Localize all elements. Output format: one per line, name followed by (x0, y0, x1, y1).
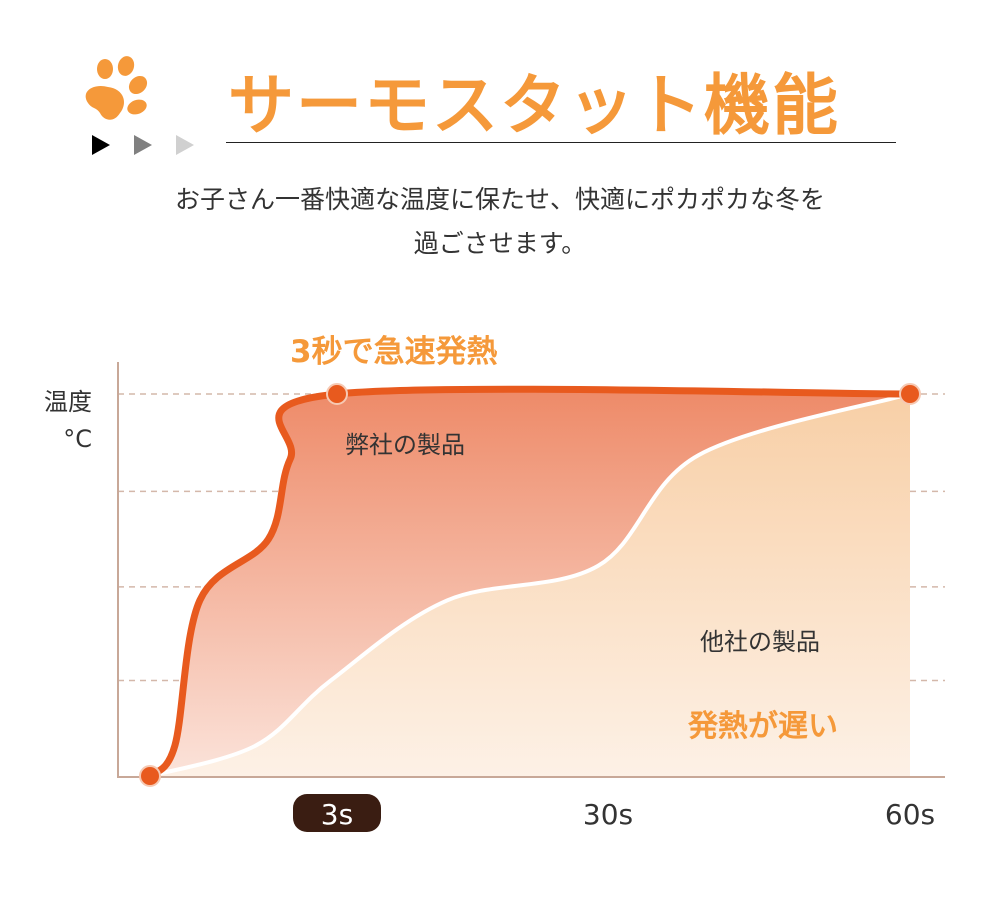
arrow-icon (176, 135, 194, 155)
data-point (326, 383, 348, 405)
arrow-icon (134, 135, 152, 155)
x-tick-label: 3s (321, 798, 353, 831)
tick-badge (293, 794, 381, 832)
annotation-slow: 発熱が遅い (687, 709, 838, 744)
x-tick-label: 60s (885, 798, 935, 831)
title-divider (226, 142, 896, 143)
y-axis-label: 温度 (44, 388, 92, 416)
data-point (899, 383, 921, 405)
arrow-icon (92, 135, 110, 155)
series-label-others: 他社の製品 (700, 628, 820, 656)
page-title: サーモスタット機能 (228, 67, 840, 144)
subtitle: お子さん一番快適な温度に保たせ、快適にポカポカな冬を 過ごさせます。 (100, 178, 900, 266)
x-tick-label: 30s (583, 798, 633, 831)
series-label-ours: 弊社の製品 (345, 431, 465, 459)
line-others (149, 392, 911, 778)
subtitle-line: お子さん一番快適な温度に保たせ、快適にポカポカな冬を (174, 185, 825, 214)
paw-icon (85, 56, 148, 120)
chart-title: 3秒で急速発熱 (290, 334, 498, 370)
line-ours (146, 385, 914, 780)
y-axis-unit: °C (63, 425, 92, 453)
subtitle-line: 過ごさせます。 (413, 229, 587, 258)
data-point (139, 765, 161, 787)
